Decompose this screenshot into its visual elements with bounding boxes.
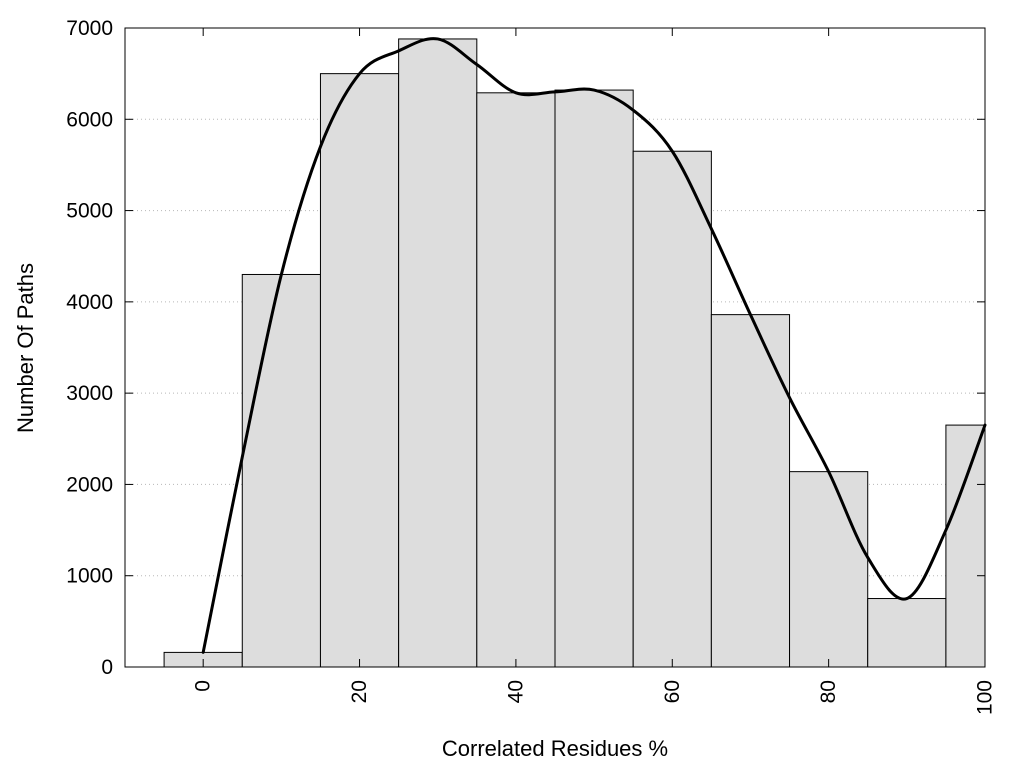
y-tick-label-4: 4000 [66, 291, 113, 314]
bar-90 [867, 598, 947, 668]
x-tick-label-3: 60 [661, 680, 684, 703]
x-axis-title: Correlated Residues % [442, 736, 668, 761]
smooth-curve-line [201, 37, 987, 654]
y-axis-title: Number Of Paths [13, 263, 38, 433]
y-tick-label-7: 7000 [66, 17, 113, 40]
y-tick-label-5: 5000 [66, 200, 113, 223]
x-tick-label-2: 40 [504, 680, 527, 703]
x-tick-label-0: 0 [192, 680, 215, 692]
bar-100 [945, 424, 986, 668]
x-tick-label-5: 100 [974, 680, 997, 715]
bar-40 [476, 92, 556, 668]
bar-30 [398, 38, 478, 668]
y-tick-label-2: 2000 [66, 473, 113, 496]
y-tick-label-6: 6000 [66, 108, 113, 131]
bar-10 [241, 273, 321, 668]
x-tick-label-1: 20 [348, 680, 371, 703]
bar-60 [632, 150, 712, 668]
y-tick-label-3: 3000 [66, 382, 113, 405]
bar-50 [554, 89, 634, 668]
plot-frame [124, 27, 986, 668]
axis-ticks: 0 1000 2000 3000 4000 5000 6000 7000 0 20 40 60 80 10… [66, 17, 996, 715]
bar-20 [319, 73, 400, 668]
bar-70 [710, 314, 791, 668]
y-tick-label-0: 0 [101, 656, 113, 679]
y-tick-label-1: 1000 [66, 565, 113, 588]
x-tick-label-4: 80 [817, 680, 840, 703]
bar-80 [789, 471, 869, 668]
histogram-bars [163, 38, 986, 668]
smooth-curve [201, 37, 987, 654]
